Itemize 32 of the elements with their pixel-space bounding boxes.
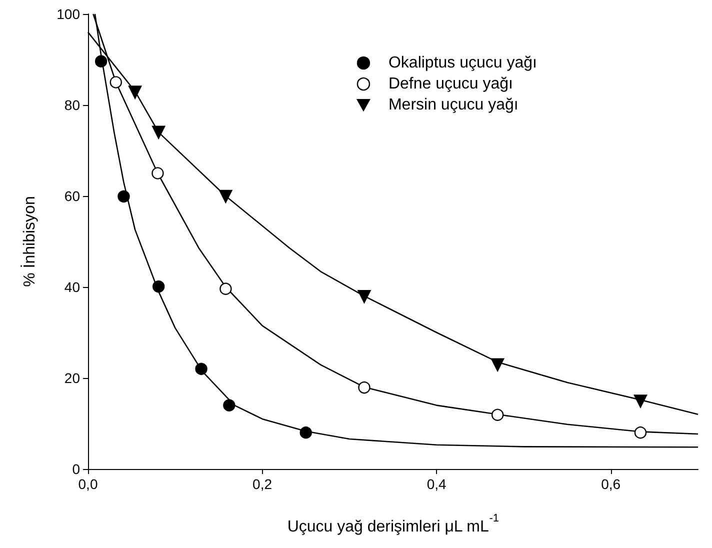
y-tick-label: 0 [72, 461, 80, 477]
point [220, 282, 232, 295]
legend-label: Mersin uçucu yağı [388, 96, 518, 114]
y-tick-label: 60 [64, 188, 80, 204]
y-tick-label: 20 [64, 370, 80, 386]
y-tick-label: 40 [64, 279, 80, 295]
y-tick-label: 100 [56, 6, 80, 22]
legend-label: Defne uçucu yağı [388, 76, 514, 92]
point [195, 362, 208, 375]
point [634, 394, 648, 408]
point [152, 167, 164, 180]
y-axis-title: % İnhibisyon [20, 196, 38, 287]
x-tick-label: 0,2 [252, 476, 272, 492]
point [152, 126, 166, 139]
point [358, 381, 370, 394]
point [94, 55, 108, 68]
x-tick-label: 0,6 [601, 476, 621, 492]
x-tick-label: 0,4 [426, 476, 447, 492]
x-tick-label: 0,0 [78, 476, 98, 492]
y-tick-label: 80 [64, 97, 80, 113]
point [358, 290, 371, 304]
point [223, 399, 236, 412]
point [152, 280, 165, 293]
legend-label: Okaliptus uçucu yağı [388, 54, 538, 72]
point [300, 426, 312, 439]
point [490, 358, 504, 372]
point [491, 408, 504, 421]
point [128, 86, 142, 99]
point [118, 190, 130, 203]
point [110, 76, 122, 88]
point [634, 426, 647, 439]
point [219, 190, 232, 204]
